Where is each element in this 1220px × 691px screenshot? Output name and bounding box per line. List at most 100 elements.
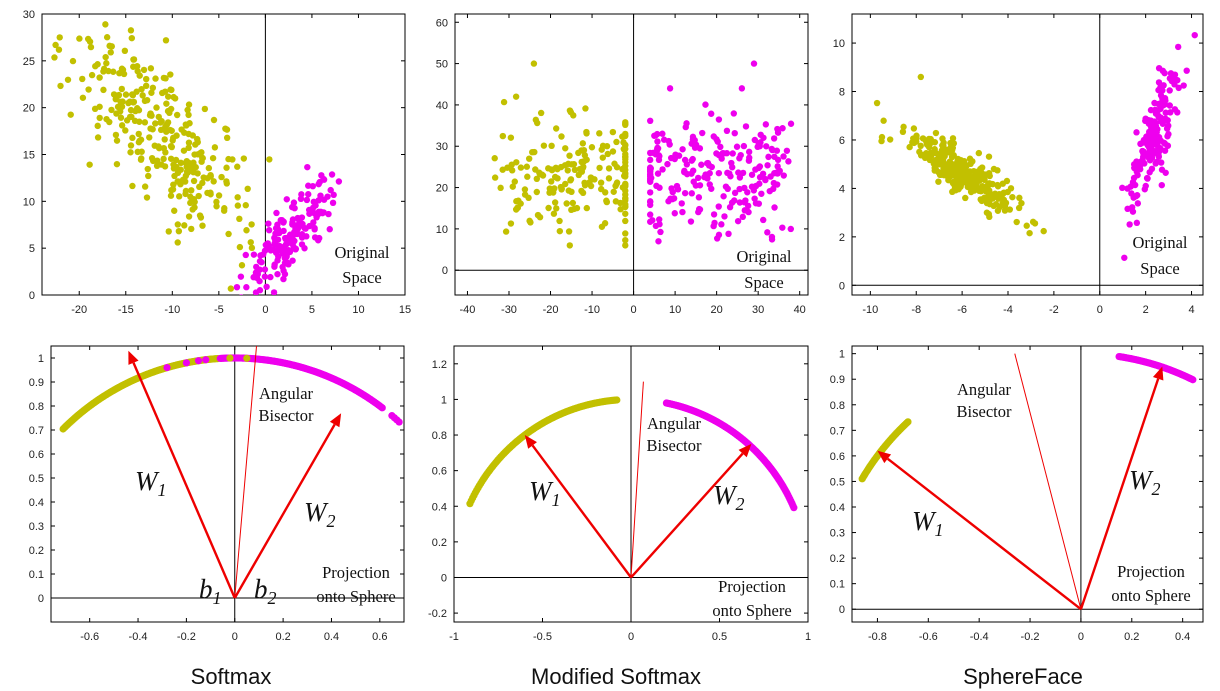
data-point-class2 — [760, 134, 767, 141]
data-point-class2 — [695, 205, 703, 213]
data-point-class1 — [67, 111, 74, 118]
data-point-class1 — [620, 172, 628, 180]
x-tick-label: -0.2 — [1021, 631, 1040, 643]
data-point-class2 — [646, 176, 654, 184]
data-point-class1 — [234, 194, 241, 201]
weight-vector-w1 — [531, 444, 632, 579]
data-point-class1 — [100, 68, 107, 75]
data-point-class1 — [184, 106, 191, 114]
y-tick-label: 0.8 — [432, 430, 447, 442]
data-point-class1 — [138, 148, 145, 155]
data-point-class2 — [283, 240, 291, 247]
data-point-class2 — [261, 273, 269, 280]
data-point-class2 — [696, 182, 704, 189]
data-point-class1 — [1001, 207, 1009, 214]
y-tick-label: 0.8 — [29, 401, 44, 413]
data-point-class1 — [141, 97, 149, 105]
data-point-class1 — [152, 75, 159, 82]
weight-vector-w1 — [886, 457, 1082, 611]
data-point-class2 — [787, 120, 795, 127]
data-point-class1 — [991, 190, 999, 197]
vector-label-subscript: 1 — [158, 480, 167, 500]
data-point-class2 — [395, 418, 403, 426]
panel-2: -40 -30 -20 -10 0 10 20 30 40 0 10 20 30 40 50 60 Origin… — [436, 13, 809, 316]
data-point-class1 — [167, 192, 175, 199]
data-point-class1 — [162, 123, 169, 130]
data-point-class2 — [729, 150, 736, 157]
data-point-class1 — [571, 166, 579, 174]
y-tick-label: 0 — [839, 280, 845, 292]
data-point-class1 — [563, 200, 570, 207]
data-point-class1 — [149, 84, 157, 92]
data-point-class2 — [783, 147, 791, 154]
x-tick-label: 0.4 — [1175, 631, 1190, 643]
data-point-class1 — [176, 193, 183, 200]
data-point-class2 — [681, 189, 689, 197]
caption-softmax: Softmax — [191, 664, 272, 689]
data-point-class2 — [306, 210, 313, 217]
data-point-class1 — [904, 418, 912, 426]
data-point-class1 — [935, 178, 942, 185]
data-point-class2 — [652, 222, 660, 230]
data-point-class1 — [248, 221, 255, 228]
data-point-class1 — [880, 117, 887, 124]
data-point-class1 — [565, 187, 572, 194]
data-point-class1 — [939, 162, 947, 169]
data-point-class2 — [736, 199, 744, 206]
vector-label-w1: W1 — [135, 466, 167, 500]
vector-label-main: W — [912, 506, 937, 536]
y-tick-label: 30 — [23, 9, 35, 21]
data-point-class2 — [654, 144, 661, 152]
data-point-class1 — [196, 212, 204, 219]
data-point-class2 — [718, 221, 725, 228]
x-tick-label: 0 — [631, 304, 637, 316]
data-point-class2 — [253, 274, 261, 282]
data-point-class1 — [136, 72, 143, 79]
data-point-class1 — [983, 187, 990, 194]
y-tick-label: 0.6 — [830, 451, 845, 463]
data-point-class2 — [283, 196, 290, 203]
data-point-class1 — [596, 130, 603, 137]
data-point-class1 — [613, 138, 620, 146]
data-point-class2 — [728, 199, 736, 206]
data-point-class1 — [162, 37, 170, 44]
data-point-class1 — [163, 100, 170, 107]
data-point-class2 — [758, 190, 765, 197]
data-point-class1 — [965, 173, 972, 180]
data-point-class2 — [738, 85, 746, 92]
data-point-class2 — [317, 192, 324, 199]
data-point-class1 — [127, 149, 134, 156]
panel-note: Original — [335, 243, 390, 262]
data-point-class1 — [1040, 227, 1047, 235]
x-tick-label: 0 — [232, 631, 238, 643]
vector-arrowhead — [524, 435, 537, 449]
data-point-class1 — [985, 210, 992, 218]
panel-note: Projection — [322, 563, 390, 582]
data-point-class2 — [674, 186, 682, 193]
x-tick-label: -2 — [1049, 304, 1059, 316]
data-point-class2 — [698, 161, 705, 168]
data-point-class1 — [951, 186, 958, 194]
x-tick-label: -0.4 — [129, 631, 148, 643]
y-tick-label: 8 — [839, 87, 845, 99]
y-tick-label: 0 — [839, 604, 845, 616]
data-point-class1 — [205, 164, 213, 172]
bisector-label: Bisector — [957, 402, 1012, 421]
bisector-label: Angular — [957, 380, 1012, 399]
data-point-class1 — [173, 111, 181, 119]
data-point-class2 — [707, 110, 715, 117]
plot-marks — [466, 396, 798, 512]
data-point-class1 — [978, 164, 986, 171]
data-point-class1 — [531, 148, 538, 156]
data-point-class1 — [931, 164, 938, 172]
data-point-class1 — [220, 207, 228, 214]
data-point-class2 — [654, 170, 662, 177]
data-point-class1 — [160, 144, 168, 152]
data-point-class1 — [622, 210, 629, 217]
data-point-class1 — [181, 222, 188, 229]
x-tick-label: 40 — [794, 304, 806, 316]
data-point-class2 — [790, 504, 798, 512]
y-tick-label: 0.2 — [830, 553, 845, 565]
data-point-class1 — [603, 197, 610, 204]
